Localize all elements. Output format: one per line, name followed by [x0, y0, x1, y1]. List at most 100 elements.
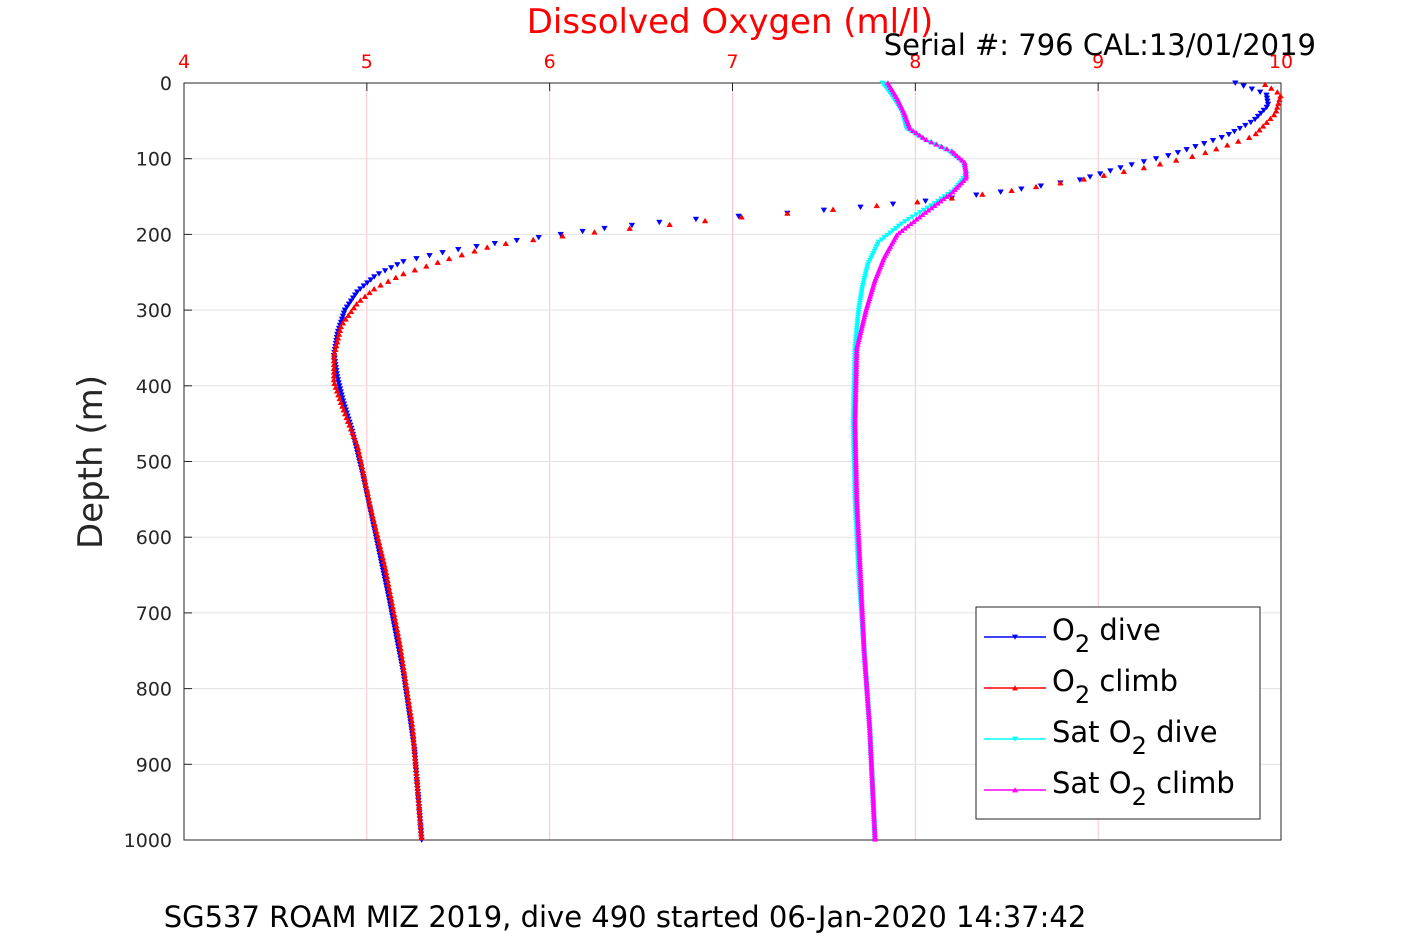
- data-marker: [411, 266, 419, 273]
- data-marker: [906, 125, 913, 131]
- data-marker: [366, 289, 373, 296]
- data-marker: [473, 244, 480, 250]
- data-marker: [949, 189, 956, 195]
- data-marker: [916, 214, 923, 220]
- data-marker: [418, 834, 425, 841]
- data-marker: [1256, 89, 1264, 96]
- y-tick-label: 1000: [124, 830, 172, 852]
- data-marker: [591, 229, 598, 235]
- legend-box: [975, 606, 1261, 820]
- data-marker: [943, 146, 950, 152]
- data-marker: [370, 274, 378, 280]
- data-marker: [535, 234, 542, 241]
- data-marker: [1276, 96, 1283, 103]
- data-marker: [341, 307, 349, 314]
- data-marker: [458, 251, 466, 258]
- data-marker: [345, 301, 353, 308]
- data-marker: [922, 209, 929, 215]
- data-marker: [335, 331, 343, 337]
- data-marker: [372, 524, 379, 530]
- data-marker: [374, 535, 382, 542]
- data-marker: [1174, 150, 1182, 156]
- data-marker: [379, 554, 386, 561]
- y-tick-label: 700: [136, 603, 172, 625]
- data-marker: [413, 256, 420, 262]
- data-marker: [1236, 125, 1244, 132]
- data-marker: [938, 143, 945, 149]
- data-marker: [951, 150, 958, 156]
- data-marker: [1260, 107, 1268, 114]
- data-marker: [919, 211, 926, 218]
- data-marker: [601, 225, 608, 232]
- data-marker: [483, 244, 491, 250]
- data-marker: [1234, 138, 1242, 144]
- data-marker: [426, 253, 433, 259]
- data-marker: [940, 195, 947, 202]
- data-marker: [925, 207, 932, 213]
- data-marker: [953, 152, 961, 159]
- y-tick-label: 100: [136, 149, 172, 171]
- data-marker: [1189, 153, 1196, 159]
- data-marker: [1272, 107, 1280, 114]
- data-series: [330, 80, 1284, 844]
- data-marker: [1247, 119, 1255, 126]
- data-marker: [1140, 159, 1148, 165]
- legend-marker: [1012, 685, 1018, 691]
- data-marker: [973, 192, 980, 199]
- data-marker: [445, 255, 453, 262]
- data-marker: [1100, 172, 1108, 178]
- data-marker: [904, 223, 911, 229]
- data-marker: [735, 213, 742, 220]
- data-marker: [336, 327, 344, 334]
- data-marker: [367, 277, 374, 283]
- data-marker: [919, 134, 927, 140]
- data-marker: [1096, 171, 1104, 177]
- data-marker: [370, 285, 378, 292]
- data-marker: [377, 282, 384, 288]
- data-marker: [353, 301, 360, 307]
- data-marker: [394, 262, 401, 268]
- data-marker: [1200, 141, 1208, 147]
- data-marker: [1165, 153, 1172, 159]
- series-o-climb: [330, 81, 1284, 841]
- data-marker: [937, 198, 944, 204]
- data-marker: [351, 292, 359, 298]
- data-marker: [347, 298, 355, 305]
- data-marker: [1257, 110, 1265, 117]
- data-marker: [373, 528, 380, 534]
- data-marker: [1231, 128, 1238, 135]
- data-marker: [338, 316, 346, 323]
- data-marker: [347, 308, 355, 315]
- data-marker: [342, 316, 349, 322]
- data-marker: [1152, 156, 1160, 162]
- data-marker: [353, 441, 361, 447]
- data-marker: [1218, 135, 1225, 141]
- data-marker: [380, 558, 387, 564]
- data-marker: [1117, 165, 1124, 171]
- data-marker: [943, 193, 950, 199]
- series-sat-o-climb: [851, 80, 970, 842]
- data-marker: [928, 139, 935, 145]
- data-marker: [1209, 138, 1217, 144]
- data-marker: [1263, 104, 1270, 111]
- data-marker: [1018, 186, 1025, 192]
- data-marker: [1080, 176, 1088, 182]
- data-marker: [1086, 174, 1094, 180]
- data-marker: [1225, 131, 1233, 138]
- data-marker: [367, 505, 375, 511]
- data-marker: [1202, 149, 1209, 156]
- data-marker: [374, 531, 381, 538]
- data-marker: [375, 539, 383, 545]
- data-marker: [340, 310, 348, 317]
- data-marker: [1242, 122, 1249, 129]
- data-marker: [339, 313, 347, 320]
- data-marker: [1254, 113, 1262, 120]
- data-marker: [376, 543, 384, 549]
- data-marker: [1263, 95, 1271, 102]
- data-marker: [910, 127, 917, 134]
- data-marker: [946, 191, 953, 197]
- data-marker: [1156, 160, 1164, 167]
- data-marker: [471, 248, 478, 254]
- data-marker: [345, 312, 352, 318]
